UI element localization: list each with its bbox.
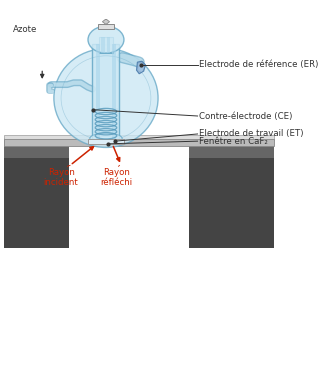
Bar — [99, 37, 113, 53]
Text: Contre-électrode (CE): Contre-électrode (CE) — [200, 112, 293, 120]
Bar — [98, 24, 114, 29]
Polygon shape — [138, 63, 144, 72]
Bar — [107, 37, 111, 53]
Bar — [96, 44, 100, 140]
Bar — [189, 138, 274, 145]
Text: Electrode de référence (ER): Electrode de référence (ER) — [200, 60, 319, 69]
Bar — [5, 135, 274, 140]
Text: Rayon
réfléchi: Rayon réfléchi — [101, 168, 133, 188]
Bar — [5, 138, 69, 145]
Bar — [5, 140, 274, 145]
Ellipse shape — [88, 26, 124, 53]
Bar — [5, 158, 69, 248]
Bar — [102, 37, 105, 53]
Text: Rayon
incident: Rayon incident — [44, 168, 78, 188]
Ellipse shape — [54, 48, 158, 147]
Polygon shape — [136, 61, 145, 74]
Bar — [189, 145, 274, 158]
Bar — [5, 145, 69, 158]
Bar — [88, 140, 124, 144]
Bar — [93, 108, 119, 137]
Polygon shape — [102, 19, 110, 24]
Text: Fenêtre en CaF₂: Fenêtre en CaF₂ — [200, 137, 268, 145]
Text: Azote: Azote — [13, 25, 37, 34]
Bar — [189, 158, 274, 248]
Bar — [112, 44, 116, 140]
Text: Electrode de travail (ET): Electrode de travail (ET) — [200, 129, 304, 138]
Ellipse shape — [90, 133, 122, 144]
Bar — [93, 44, 120, 140]
